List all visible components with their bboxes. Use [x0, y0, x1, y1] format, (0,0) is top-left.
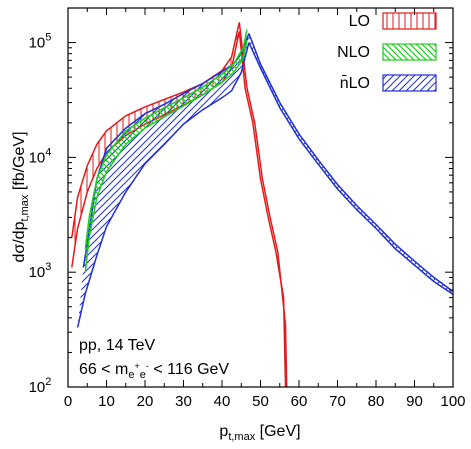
tail-offset-lo	[238, 22, 288, 387]
legend-swatch-nlo	[382, 43, 437, 61]
annotation-process: pp, 14 TeV	[79, 337, 156, 354]
annotation-mass-window: 66 < me+e- < 116 GeV	[79, 361, 229, 381]
x-tick-label: 10	[98, 393, 115, 410]
tail-lower-nbarlo	[248, 42, 453, 296]
x-tick-label: 60	[291, 393, 308, 410]
legend-label-nbarlo: n̄LO	[340, 75, 370, 92]
band-nlo	[85, 29, 247, 273]
band-lo	[71, 22, 240, 268]
legend-entry-lo: LO	[349, 12, 437, 30]
plot-frame	[67, 7, 454, 388]
y-tick-label: 102	[29, 376, 52, 396]
legend-entry-nbarlo: n̄LO	[340, 74, 437, 92]
x-axis-label: pt,max [GeV]	[219, 423, 300, 443]
x-tick-label: 0	[64, 393, 72, 410]
legend-label-lo: LO	[349, 13, 370, 30]
y-tick-label: 103	[29, 261, 52, 281]
x-tick-label: 30	[175, 393, 192, 410]
band-lower-nlo	[84, 39, 248, 273]
tail-upper-nbarlo	[248, 33, 453, 293]
x-tick-label: 80	[368, 393, 385, 410]
x-tick-label: 70	[329, 393, 346, 410]
y-tick-label: 105	[29, 32, 52, 52]
band-upper-lo	[71, 22, 241, 238]
x-tick-label: 100	[440, 393, 465, 410]
legend-swatch-lo	[382, 12, 437, 30]
x-tick-label: 90	[406, 393, 423, 410]
series-nlo	[84, 29, 248, 273]
y-axis-label: dσ/dpt,max [fb/GeV]	[11, 131, 31, 262]
x-tick-label: 20	[137, 393, 154, 410]
x-tick-label: 50	[252, 393, 269, 410]
legend-swatch-nbarlo	[382, 74, 437, 92]
x-tick-label: 40	[214, 393, 231, 410]
y-tick-label: 104	[29, 146, 52, 166]
tail-band-nbarlo	[248, 33, 453, 295]
legend-entry-nlo: NLO	[337, 43, 437, 61]
legend-label-nlo: NLO	[337, 44, 370, 61]
legend: LO NLO n̄LO	[337, 12, 437, 92]
series-layer	[71, 22, 453, 387]
band-lower-nbarlo	[76, 42, 250, 328]
band-upper-nlo	[84, 29, 248, 249]
